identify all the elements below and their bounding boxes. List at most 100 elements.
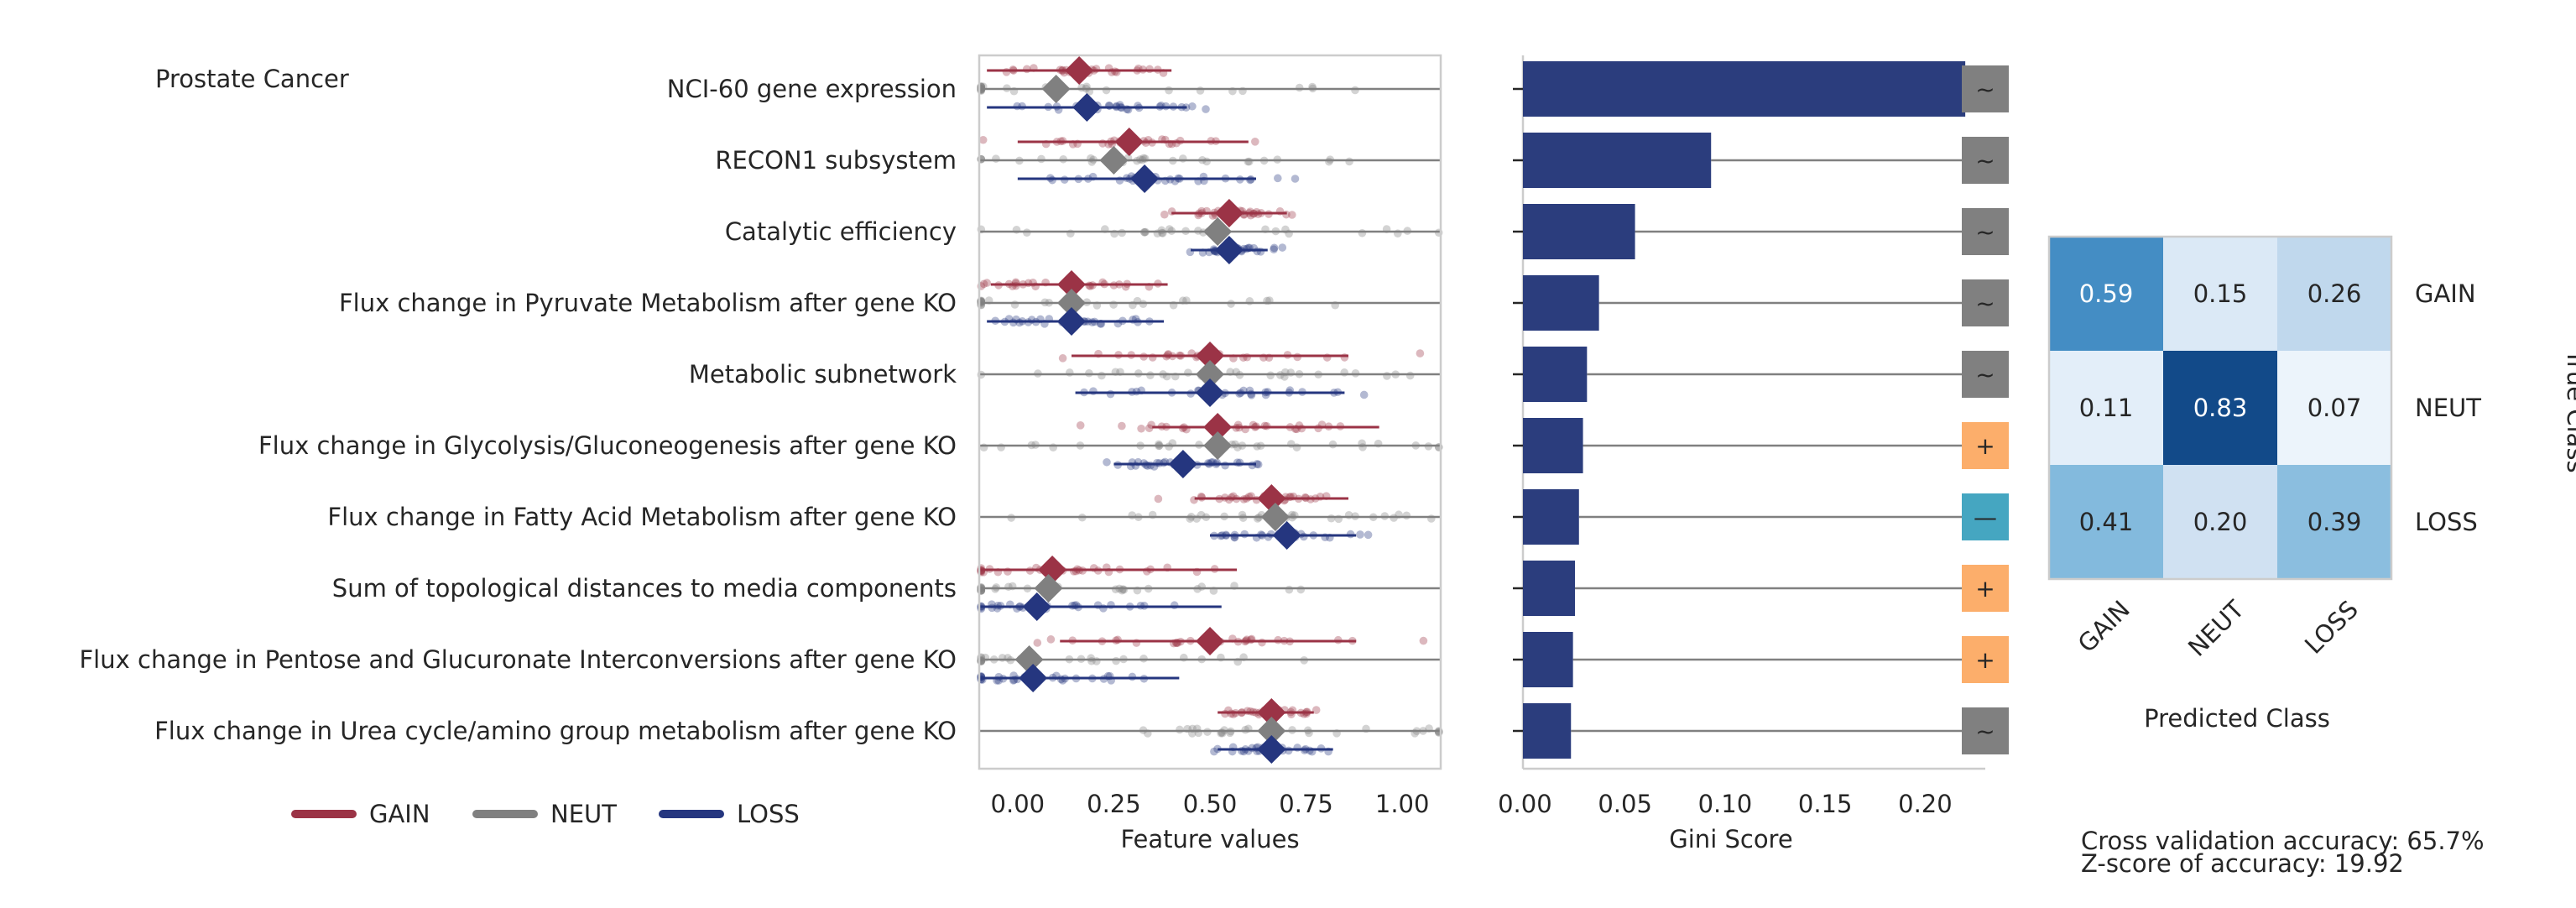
direction-sign-box <box>1962 565 2009 612</box>
feature-point <box>1202 157 1211 166</box>
feature-point <box>1111 585 1120 594</box>
feature-point <box>1305 728 1313 738</box>
confusion-cell <box>2049 237 2163 351</box>
feature-mean-marker <box>1257 698 1286 727</box>
feature-ranges <box>979 69 1379 751</box>
feature-point <box>1105 102 1114 110</box>
feature-values-frame <box>978 54 1442 770</box>
feature-point <box>1004 654 1012 662</box>
feature-point <box>1066 368 1074 377</box>
confusion-xlabel: Predicted Class <box>2144 704 2330 733</box>
feature-point <box>1233 657 1242 666</box>
feature-point <box>1046 635 1056 644</box>
feature-point <box>1263 296 1271 305</box>
feature-point <box>1040 298 1050 307</box>
feature-point <box>1066 229 1075 238</box>
feature-point <box>1231 440 1239 449</box>
feature-point <box>1034 369 1042 378</box>
confusion-cell <box>2277 465 2391 579</box>
feature-point <box>1326 155 1334 164</box>
feature-mean-marker <box>1203 413 1233 441</box>
feature-point <box>1106 389 1115 399</box>
feature-point <box>1226 727 1235 736</box>
feature-mean-marker <box>1099 146 1129 175</box>
feature-point <box>1158 228 1166 237</box>
feature-point <box>1133 156 1141 165</box>
feature-mean-marker <box>1260 503 1290 531</box>
confusion-true-label: LOSS <box>2415 508 2478 536</box>
feature-mean-marker <box>1022 592 1051 621</box>
feature-point <box>1089 155 1098 164</box>
feature-point <box>1118 228 1126 237</box>
feature-point <box>1327 514 1336 523</box>
feature-point <box>1155 441 1164 450</box>
feature-point <box>1133 296 1142 305</box>
feature-point <box>1238 86 1247 96</box>
feature-point <box>1218 728 1227 738</box>
direction-sign: + <box>1975 646 1995 674</box>
feature-point <box>1265 296 1274 305</box>
feature-point <box>1141 227 1150 237</box>
feature-point <box>1291 511 1299 519</box>
feature-mean-marker <box>1019 664 1048 692</box>
feature-point <box>1238 510 1247 519</box>
confusion-value: 0.41 <box>2079 508 2134 536</box>
feature-point <box>1110 229 1119 238</box>
feature-point <box>1345 157 1353 166</box>
feature-point <box>1098 371 1106 380</box>
direction-sign: ~ <box>1975 218 1995 246</box>
feature-point <box>1238 514 1248 522</box>
feature-point <box>1137 424 1145 433</box>
feature-x-tick: 0.50 <box>1183 790 1238 818</box>
gini-bar <box>1523 418 1583 473</box>
feature-point <box>1260 421 1270 431</box>
feature-point <box>1102 86 1111 95</box>
feature-point <box>1246 175 1254 185</box>
direction-sign-box <box>1962 208 2009 255</box>
feature-point <box>1311 706 1321 714</box>
feature-point <box>1181 227 1190 236</box>
feature-point <box>1077 655 1086 664</box>
direction-sign: ~ <box>1975 361 1995 389</box>
confusion-pred-label: NEUT <box>2182 595 2250 662</box>
feature-mean-marker <box>1038 556 1067 584</box>
feature-point <box>1244 157 1253 166</box>
feature-point <box>1261 225 1270 234</box>
feature-point <box>1148 510 1157 519</box>
feature-mean-marker <box>1057 307 1086 336</box>
feature-point <box>998 654 1007 662</box>
feature-means <box>1014 56 1301 764</box>
confusion-true-label: GAIN <box>2415 279 2476 308</box>
feature-point <box>1058 354 1067 363</box>
feature-point <box>1153 229 1162 237</box>
confusion-cell <box>2049 465 2163 579</box>
feature-mean-marker <box>1168 450 1197 478</box>
feature-point <box>1210 747 1218 756</box>
feature-point <box>1325 157 1333 166</box>
confusion-pred-label: GAIN <box>2073 595 2135 658</box>
feature-point <box>991 585 999 593</box>
feature-point <box>1190 495 1198 504</box>
feature-point <box>1049 443 1057 452</box>
feature-point <box>1391 370 1400 378</box>
feature-point <box>1288 726 1296 734</box>
feature-point <box>1300 532 1308 541</box>
feature-point <box>1007 514 1015 522</box>
feature-point <box>1266 371 1275 380</box>
feature-point <box>1380 512 1390 520</box>
feature-point <box>1217 728 1225 738</box>
legend-label: GAIN <box>369 800 430 828</box>
feature-mean-marker <box>1114 128 1144 156</box>
feature-point <box>1300 656 1308 665</box>
feature-point <box>1009 86 1019 96</box>
feature-values-xlabel: Feature values <box>1120 825 1299 853</box>
feature-point <box>1179 296 1187 305</box>
feature-mean-marker <box>1034 574 1063 603</box>
feature-mean-marker <box>1065 56 1094 85</box>
gini-bar <box>1523 61 1966 117</box>
feature-point <box>1221 709 1229 718</box>
feature-point <box>1202 105 1210 113</box>
feature-point <box>1369 513 1378 522</box>
feature-point <box>1286 368 1296 377</box>
feature-point <box>1254 513 1264 522</box>
